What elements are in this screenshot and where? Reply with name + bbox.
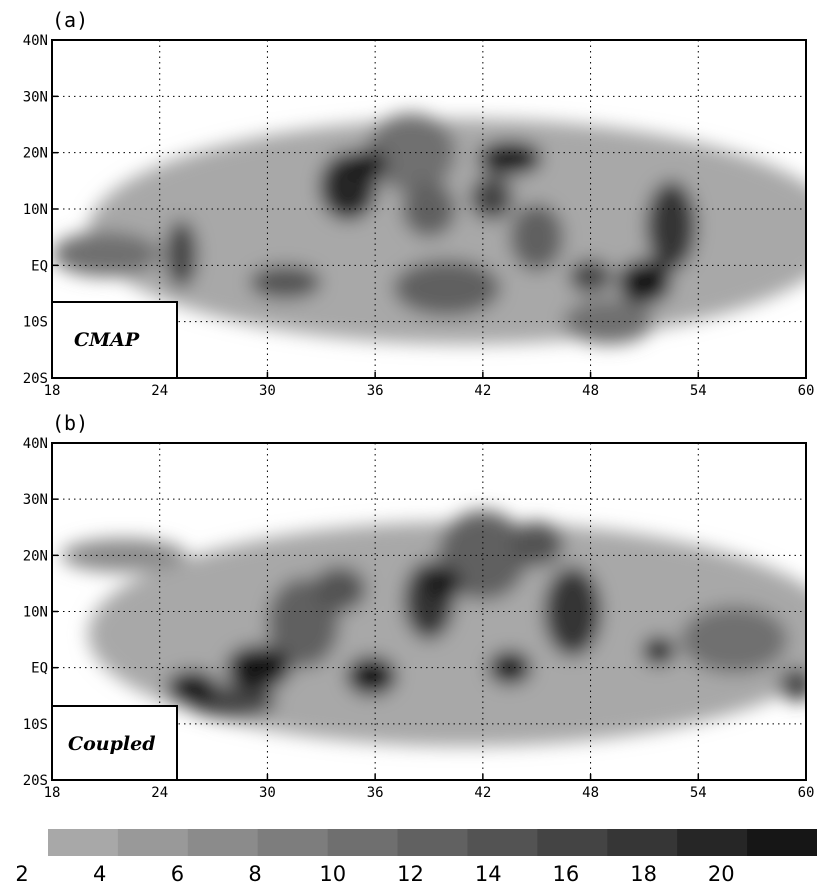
precip-blob [617,259,672,305]
precip-blob [646,180,697,271]
colorbar-swatch [677,829,748,856]
y-tick-label: 10S [23,315,48,331]
colorbar-swatch [747,829,817,856]
precip-blob [509,203,564,271]
precip-blob [366,113,456,193]
colorbar: 2 4 6 8 10 12 14 16 18 20 [15,829,817,884]
precip-blob [226,645,291,691]
colorbar-label: 12 [397,862,424,884]
x-tick-label: 48 [582,785,599,801]
precip-blob [312,566,367,612]
precip-blob [437,510,528,601]
precip-field-b [60,510,806,747]
colorbar-label: 6 [171,862,184,884]
colorbar-label: 10 [319,862,346,884]
colorbar-label: 18 [630,862,657,884]
y-tick-label: EQ [31,661,48,677]
colorbar-label: 2 [15,862,28,884]
inset-label-b: Coupled [68,733,156,755]
y-tick-label: 10N [23,605,48,621]
x-tick-label: 42 [474,383,491,399]
inset-box-a: CMAP [51,301,178,379]
x-tick-label: 60 [798,785,815,801]
x-tick-label: 30 [259,785,276,801]
axis-ticks-b: 18 24 30 36 42 48 54 60 20S 10S EQ 10N 20N 30N 40N [23,436,815,801]
precip-blob [477,141,543,176]
gridlines-b [52,443,806,780]
x-tick-label: 30 [259,383,276,399]
y-tick-label: 10S [23,717,48,733]
y-tick-label: EQ [31,258,48,274]
colorbar-swatch [397,829,468,856]
x-tick-label: 18 [44,383,61,399]
colorbar-swatch [117,829,189,856]
colorbar-swatch [48,829,119,856]
precip-blob [402,180,456,238]
precip-blob [393,259,501,317]
y-tick-label: 20N [23,146,48,162]
x-tick-label: 36 [367,785,384,801]
y-tick-label: 40N [23,33,48,49]
x-tick-label: 54 [690,383,707,399]
precip-blob [346,656,397,696]
y-tick-label: 30N [23,492,48,508]
panel-a: (a) 18 24 30 36 42 48 54 60 20S 10S EQ 10N 20N 30N 40N… [23,8,815,399]
colorbar-swatch [537,829,608,856]
precip-blob [543,566,602,657]
colorbar-label: 4 [93,862,106,884]
y-tick-label: 20N [23,548,48,564]
colorbar-swatch [187,829,259,856]
inset-label-a: CMAP [74,329,140,351]
x-tick-label: 24 [151,785,168,801]
x-tick-label: 48 [582,383,599,399]
precip-blob [680,605,789,674]
precip-blob [470,175,514,221]
colorbar-swatch [467,829,538,856]
colorbar-label: 20 [708,862,735,884]
precip-blob [166,670,218,705]
y-tick-label: 30N [23,89,48,105]
precip-blob [52,231,160,277]
inset-box-b: Coupled [51,705,178,781]
axis-ticks-a: 18 24 30 36 42 48 54 60 20S 10S EQ 10N 20N 30N 40N [23,33,815,399]
background-band [88,521,806,747]
precip-blob [779,667,806,702]
x-tick-label: 24 [151,383,168,399]
precip-blob [165,220,198,288]
colorbar-swatch [257,829,329,856]
x-tick-label: 18 [44,785,61,801]
precip-blob [344,149,388,179]
precip-blob [642,636,675,665]
colorbar-label: 8 [248,862,261,884]
x-tick-label: 60 [798,383,815,399]
precip-blob [509,521,564,567]
x-tick-label: 54 [690,785,707,801]
precip-blob [425,566,462,601]
colorbar-swatch [607,829,678,856]
y-tick-label: 20S [23,371,48,387]
colorbar-label: 14 [475,862,502,884]
panel-b: (b) 18 24 30 36 42 48 54 60 20S 10S EQ 10N 20N 30N 40N… [23,411,815,801]
panel-label-a: (a) [52,8,88,32]
precip-blob [249,265,322,300]
panel-label-b: (b) [52,411,88,435]
y-tick-label: 10N [23,202,48,218]
y-tick-label: 20S [23,773,48,789]
x-tick-label: 36 [367,383,384,399]
x-tick-label: 42 [474,785,491,801]
y-tick-label: 40N [23,436,48,452]
colorbar-label: 16 [553,862,580,884]
colorbar-swatch [327,829,399,856]
